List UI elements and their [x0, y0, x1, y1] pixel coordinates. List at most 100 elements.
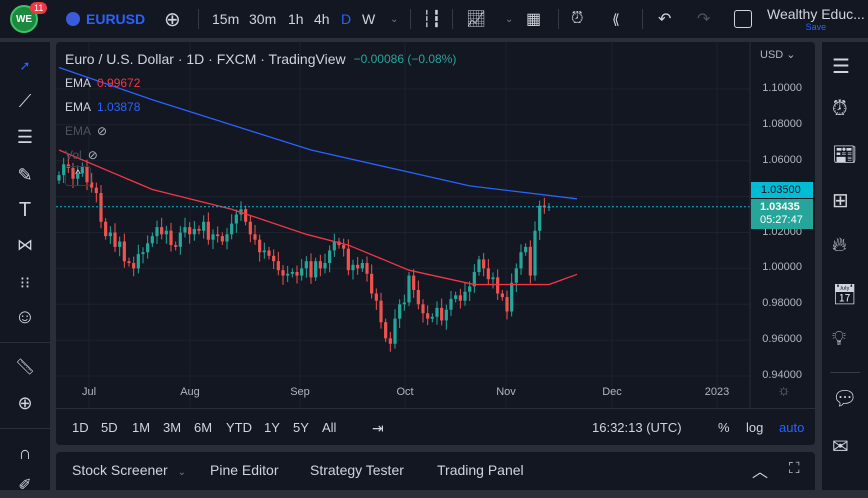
redo-icon[interactable]: ↷: [697, 11, 711, 28]
fullscreen-icon[interactable]: [734, 0, 752, 38]
range-5y[interactable]: 5Y: [293, 420, 309, 435]
candle-body: [253, 234, 257, 240]
range-5d[interactable]: 5D: [101, 420, 118, 435]
chevron-up-icon[interactable]: ︿: [752, 464, 769, 481]
date-range-icon[interactable]: ⇥: [372, 420, 384, 436]
zoom-in-icon[interactable]: ⊕: [17, 392, 33, 413]
maximize-icon[interactable]: ⛶: [789, 460, 800, 477]
chat-icon[interactable]: 💬︎: [832, 388, 858, 410]
percent-scale-toggle[interactable]: %: [718, 420, 730, 435]
interval-w[interactable]: W: [362, 11, 376, 27]
eu-us-flag-icon: [66, 12, 80, 26]
tab-pine-editor[interactable]: Pine Editor: [210, 462, 279, 478]
pattern-icon[interactable]: ⋈: [17, 237, 33, 254]
auto-scale-toggle[interactable]: auto: [779, 420, 805, 435]
candle-body: [272, 255, 276, 262]
candle-body: [440, 307, 444, 321]
candle-body: [118, 241, 122, 247]
news-icon[interactable]: 📰︎: [832, 144, 858, 166]
eye-hidden-icon[interactable]: ⊘: [97, 124, 108, 138]
bottom-panel-tabs: Stock Screener ⌄ Pine Editor Strategy Te…: [56, 452, 815, 490]
hotlists-fire-icon[interactable]: 🔥︎: [832, 234, 847, 256]
candle-body: [309, 261, 313, 278]
add-note-icon[interactable]: ⊞: [832, 190, 849, 212]
lock-drawings-icon[interactable]: ✐: [18, 477, 32, 494]
candle-body: [430, 316, 434, 319]
emoji-icon[interactable]: ☺: [14, 305, 36, 328]
interval-30m[interactable]: 30m: [249, 11, 277, 27]
bar-countdown: 05:27:47: [760, 214, 803, 226]
layouts-icon[interactable]: ▦: [526, 11, 542, 28]
candles-icon[interactable]: ┆┇: [422, 11, 442, 28]
alert-price-label[interactable]: 1.03500: [751, 182, 813, 198]
settings-gear-icon[interactable]: ☼: [777, 382, 791, 399]
candle-body: [524, 246, 528, 253]
log-scale-toggle[interactable]: log: [746, 420, 764, 435]
candle-body: [454, 295, 458, 299]
candle-body: [379, 300, 383, 323]
candle-body: [370, 273, 374, 294]
symbol-label: EURUSD: [86, 11, 146, 27]
symbol-search[interactable]: EURUSD: [66, 0, 145, 38]
interval-4h[interactable]: 4h: [314, 11, 330, 27]
range-all[interactable]: All: [322, 420, 337, 435]
interval-15m[interactable]: 15m: [212, 11, 240, 27]
range-1d[interactable]: 1D: [72, 420, 89, 435]
user-avatar[interactable]: WE 11: [10, 0, 48, 38]
range-6m[interactable]: 6M: [194, 420, 213, 435]
candle-body: [276, 261, 280, 271]
alert-icon[interactable]: ⏰︎: [571, 10, 584, 27]
tab-strategy-tester[interactable]: Strategy Tester: [310, 462, 404, 478]
ruler-icon[interactable]: 📏︎: [14, 359, 36, 376]
indicator-ema-blue[interactable]: EMA 1.03878: [65, 100, 140, 114]
eye-hidden-icon[interactable]: ⊘: [87, 148, 98, 162]
brush-icon[interactable]: ✎: [17, 164, 33, 185]
candle-body: [202, 221, 206, 231]
range-1y[interactable]: 1Y: [264, 420, 280, 435]
chart-pane[interactable]: Euro / U.S. Dollar · 1D · FXCM · Trading…: [56, 42, 815, 445]
interval-1h[interactable]: 1h: [288, 11, 304, 27]
chevron-down-icon[interactable]: ⌄: [177, 467, 186, 478]
magnet-icon[interactable]: ∩: [18, 442, 32, 463]
candle-body: [472, 271, 476, 287]
replay-icon[interactable]: ⟪: [612, 10, 620, 27]
candle-body: [183, 227, 187, 233]
currency-selector[interactable]: USD ⌄: [760, 49, 796, 61]
calendar-icon[interactable]: 📅︎: [832, 284, 858, 306]
tab-stock-screener[interactable]: Stock Screener ⌄: [72, 462, 186, 478]
compare-add-icon[interactable]: ⊕: [164, 8, 181, 31]
text-icon[interactable]: T: [18, 198, 32, 221]
ideas-bulb-icon[interactable]: 💡︎: [832, 328, 846, 350]
chevron-down-icon[interactable]: ⌄: [505, 13, 514, 25]
clock[interactable]: 16:32:13 (UTC): [592, 420, 682, 435]
price-chart[interactable]: [56, 42, 815, 445]
candle-body: [360, 263, 364, 269]
chevron-down-icon[interactable]: ⌄: [390, 13, 399, 25]
candle-body: [108, 232, 112, 237]
candle-body: [104, 221, 108, 237]
range-ytd[interactable]: YTD: [226, 420, 252, 435]
community-icon[interactable]: ✉: [832, 436, 849, 458]
indicator-vol-hidden[interactable]: Vol ⊘: [65, 148, 98, 162]
indicators-icon[interactable]: 📈︎: [466, 11, 487, 28]
trend-line-icon[interactable]: ⟋: [18, 90, 32, 111]
range-3m[interactable]: 3M: [163, 420, 182, 435]
indicator-ema-hidden[interactable]: EMA ⊘: [65, 124, 107, 138]
candle-body: [412, 275, 416, 290]
watchlist-icon[interactable]: ☰: [832, 56, 850, 78]
candle-body: [314, 261, 318, 278]
indicator-ema-red[interactable]: EMA 0.99672: [65, 76, 140, 90]
candle-body: [197, 228, 201, 231]
indicator-value: 1.03878: [97, 100, 141, 114]
range-1m[interactable]: 1M: [132, 420, 151, 435]
interval-d[interactable]: D: [341, 11, 352, 27]
layout-name-button[interactable]: Wealthy Educ... Save: [767, 0, 865, 38]
undo-icon[interactable]: ↶: [658, 11, 672, 28]
alarm-clock-icon[interactable]: ⏰︎: [832, 98, 848, 120]
prediction-icon[interactable]: ⁝⁝: [19, 275, 31, 292]
cursor-icon[interactable]: ➚: [19, 58, 31, 73]
fib-icon[interactable]: ☰: [16, 126, 34, 147]
candle-body: [76, 173, 80, 179]
collapse-legend-button[interactable]: ^: [65, 166, 91, 186]
tab-trading-panel[interactable]: Trading Panel: [437, 462, 524, 478]
